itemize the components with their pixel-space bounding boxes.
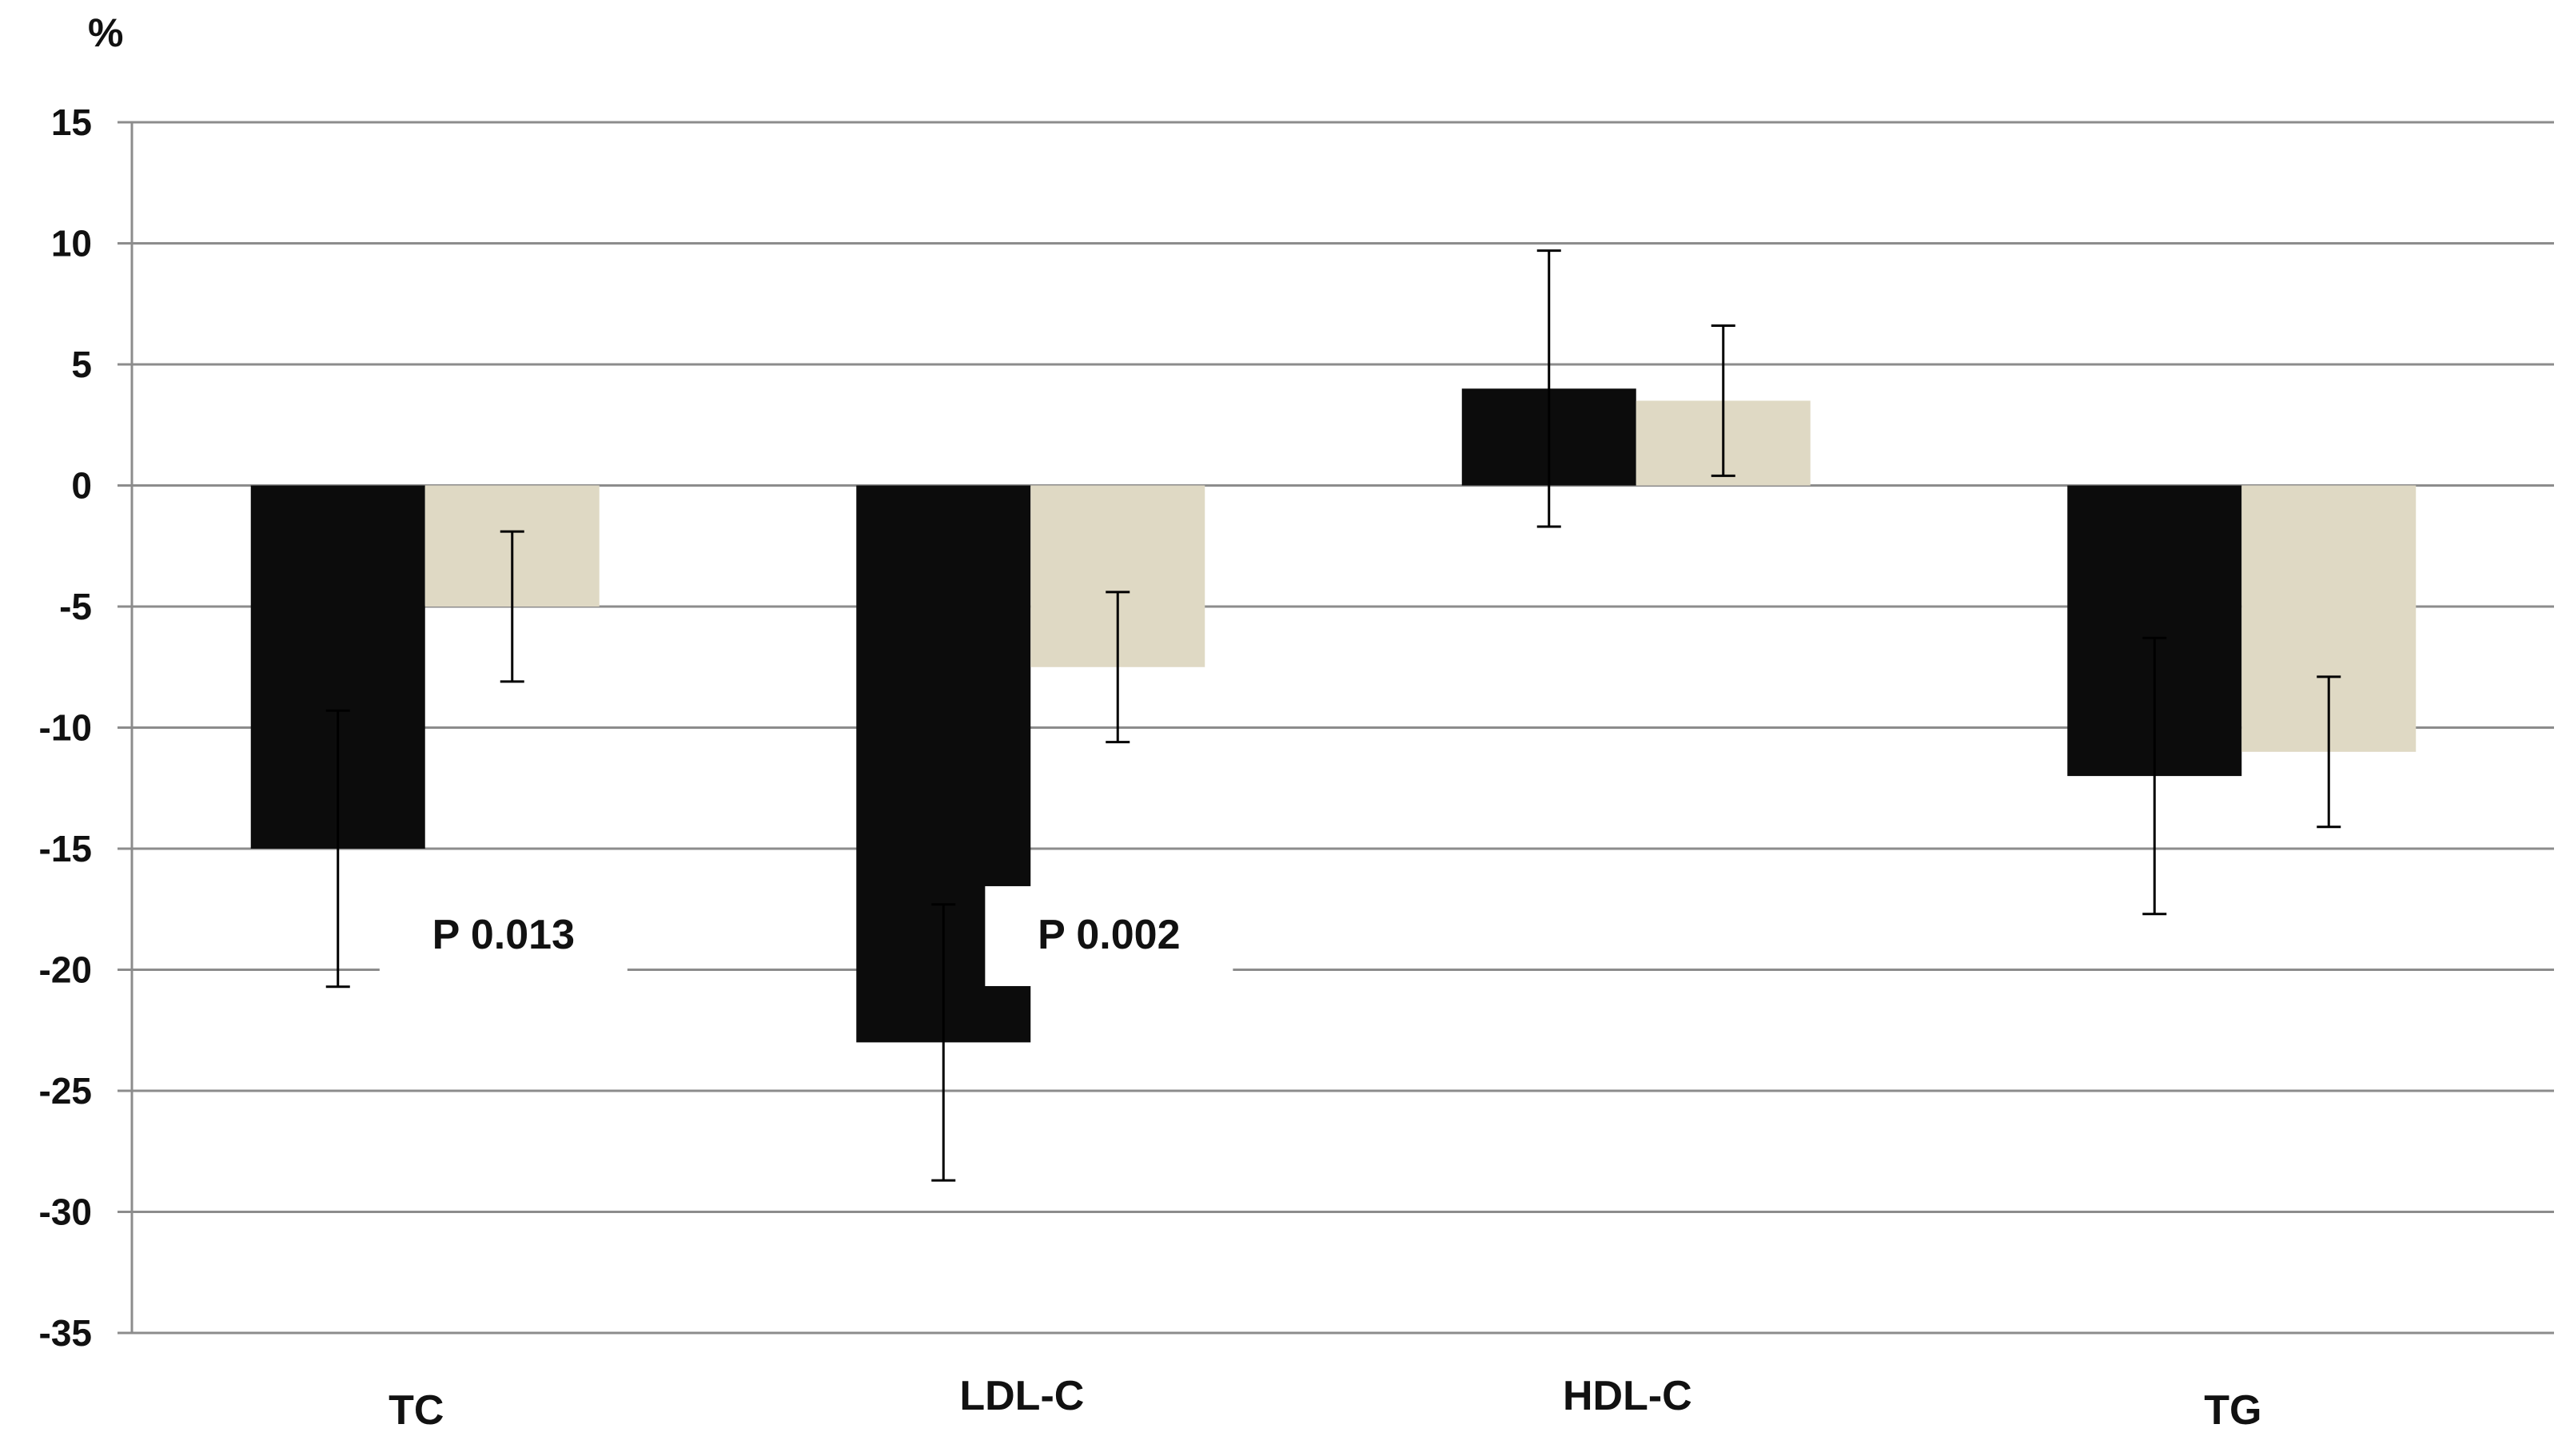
category-labels: TC LDL-C HDL-C TG xyxy=(388,1373,2261,1434)
y-axis-ticks: 15 10 5 0 -5 -10 -15 -20 -25 -30 -35 xyxy=(39,101,132,1354)
category-label: LDL-C xyxy=(959,1373,1084,1419)
y-tick-label: -25 xyxy=(39,1070,92,1112)
y-tick-label: -15 xyxy=(39,828,92,869)
y-axis-unit-label: % xyxy=(88,10,123,55)
grid xyxy=(132,121,2554,1335)
y-tick-label: 15 xyxy=(51,101,92,143)
y-tick-label: 10 xyxy=(51,223,92,265)
annotation-background xyxy=(985,885,1233,986)
y-tick-label: -30 xyxy=(39,1191,92,1233)
y-tick-label: -5 xyxy=(59,586,92,627)
y-tick-label: -10 xyxy=(39,707,92,749)
category-label: TC xyxy=(388,1387,444,1434)
annotation-background xyxy=(379,885,628,986)
p-value-annotation: P 0.002 xyxy=(1038,912,1180,958)
y-tick-label: 0 xyxy=(71,465,92,507)
y-tick-label: 5 xyxy=(71,344,92,385)
y-tick-label: -20 xyxy=(39,949,92,991)
p-value-annotation: P 0.013 xyxy=(432,912,575,958)
category-label: TG xyxy=(2204,1387,2261,1434)
annotations: P 0.013 P 0.002 xyxy=(379,885,1233,986)
category-label: HDL-C xyxy=(1563,1373,1692,1419)
error-bars xyxy=(325,249,2341,1182)
y-tick-label: -35 xyxy=(39,1312,92,1354)
